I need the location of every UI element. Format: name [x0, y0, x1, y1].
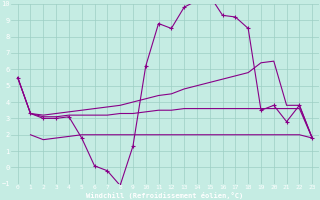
X-axis label: Windchill (Refroidissement éolien,°C): Windchill (Refroidissement éolien,°C) — [86, 192, 244, 199]
